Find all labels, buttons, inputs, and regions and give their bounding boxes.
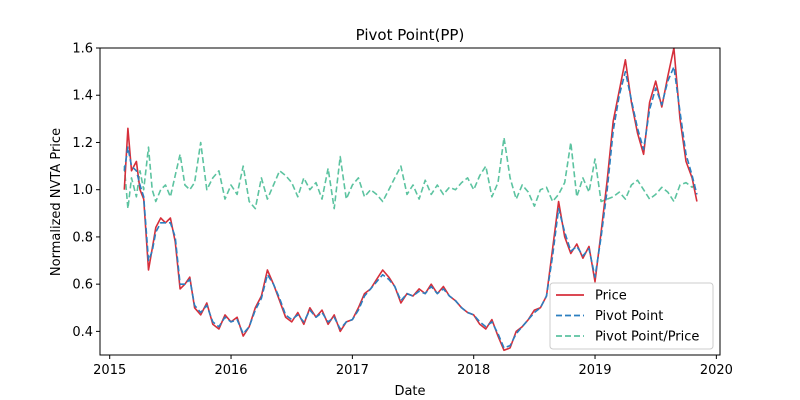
chart-title: Pivot Point(PP) xyxy=(356,26,465,44)
series-layer xyxy=(123,48,698,352)
x-axis: 2015 2016 2017 2018 2019 2020 xyxy=(93,355,733,378)
legend-box xyxy=(549,282,714,350)
y-axis: 0.4 0.6 0.8 1.0 1.2 1.4 1.6 xyxy=(72,42,100,340)
y-tick-label: 0.4 xyxy=(72,325,93,340)
x-tick-label: 2019 xyxy=(578,363,611,378)
y-tick-label: 1.0 xyxy=(72,183,93,198)
x-tick-label: 2018 xyxy=(457,363,490,378)
y-tick-label: 1.4 xyxy=(72,89,93,104)
x-tick-label: 2015 xyxy=(93,363,126,378)
x-tick-label: 2020 xyxy=(700,363,733,378)
y-tick-label: 1.6 xyxy=(72,42,93,57)
series-line-pivot-point-price xyxy=(123,136,698,210)
series-line-pivot-point xyxy=(123,66,698,349)
legend: Price Pivot Point Pivot Point/Price xyxy=(549,282,714,350)
y-tick-label: 0.8 xyxy=(72,230,93,245)
plot-frame xyxy=(99,47,721,356)
y-axis-title: Normalized NVTA Price xyxy=(49,128,64,276)
y-tick-label: 0.6 xyxy=(72,278,93,293)
x-tick-label: 2017 xyxy=(336,363,369,378)
legend-label: Price xyxy=(595,289,627,304)
legend-label: Pivot Point/Price xyxy=(595,330,699,345)
legend-label: Pivot Point xyxy=(595,309,663,324)
y-tick-label: 1.2 xyxy=(72,136,93,151)
x-tick-label: 2016 xyxy=(214,363,247,378)
x-axis-title: Date xyxy=(394,384,425,399)
